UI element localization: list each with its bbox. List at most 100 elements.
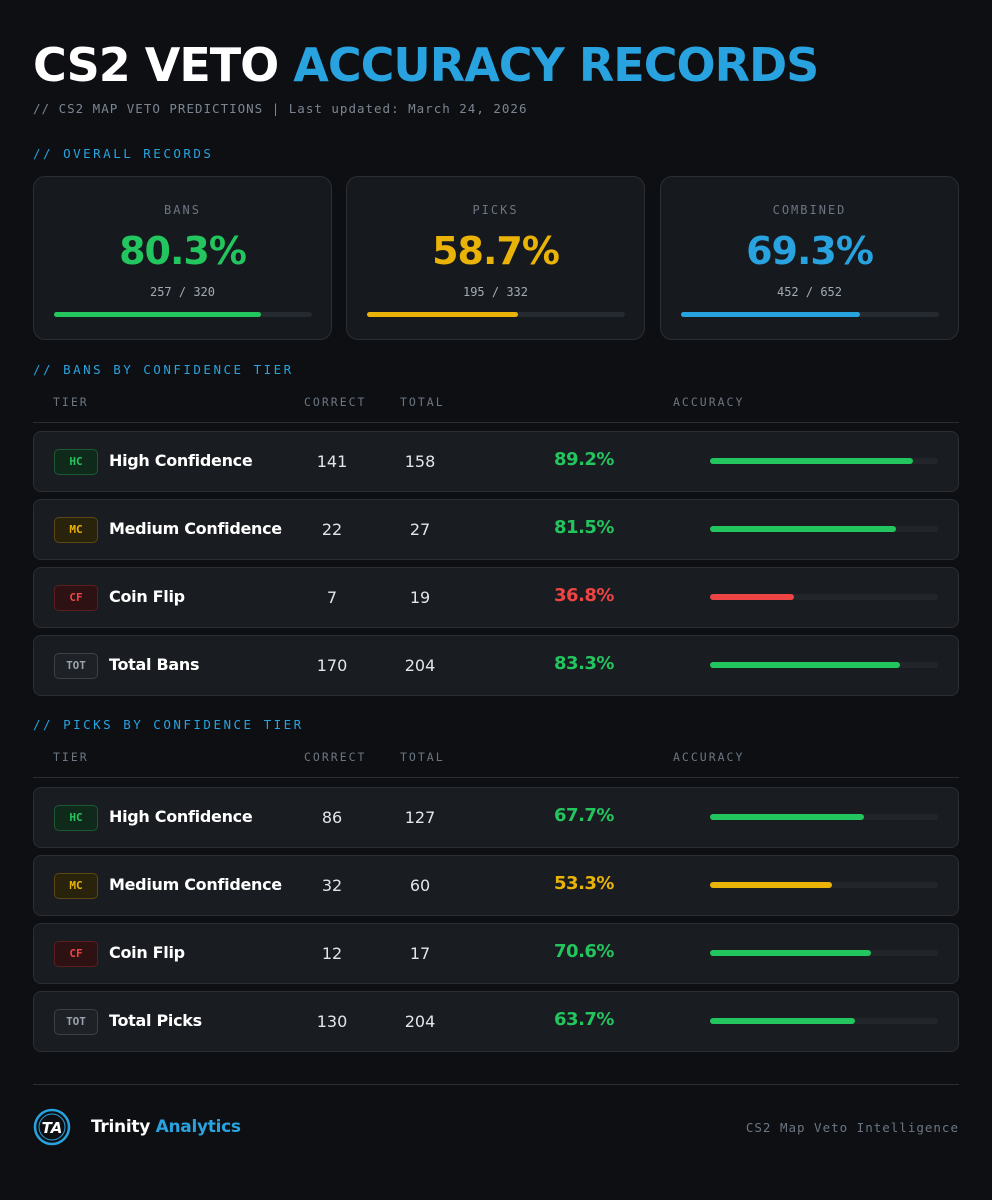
tier-name: Coin Flip: [109, 587, 185, 606]
table-row: HC High Confidence 141 158 89.2%: [33, 431, 959, 492]
correct-count: 130: [316, 1012, 348, 1031]
card-fraction: 195 / 332: [462, 285, 529, 299]
card-picks: PICKS 58.7% 195 / 332: [346, 176, 645, 340]
title-blue: ACCURACY RECORDS: [293, 38, 819, 92]
total-count: 127: [404, 808, 436, 827]
total-count: 204: [404, 1012, 436, 1031]
correct-count: 12: [321, 944, 343, 963]
total-count: 204: [404, 656, 436, 675]
accuracy-bar-fill: [710, 950, 871, 956]
header-total: TOTAL: [400, 395, 445, 409]
table-row: CF Coin Flip 7 19 36.8%: [33, 567, 959, 628]
page-title: CS2 VETO ACCURACY RECORDS: [33, 38, 819, 92]
logo-text: TA: [42, 1119, 63, 1137]
footer-tagline: CS2 Map Veto Intelligence: [745, 1120, 959, 1135]
accuracy-bar-fill: [710, 594, 794, 600]
brand-name-blue: Analytics: [155, 1117, 241, 1137]
tier-name: High Confidence: [109, 807, 253, 826]
correct-count: 22: [321, 520, 343, 539]
tier-name: Coin Flip: [109, 943, 185, 962]
card-percentage: 58.7%: [432, 229, 560, 273]
card-percentage: 69.3%: [746, 229, 874, 273]
card-label: BANS: [164, 203, 201, 217]
card-bans: BANS 80.3% 257 / 320: [33, 176, 332, 340]
tier-badge: CF: [54, 585, 98, 611]
accuracy-bar-track: [710, 950, 938, 956]
trinity-analytics-logo-icon: TA: [33, 1108, 71, 1146]
page-subtitle: // CS2 MAP VETO PREDICTIONS | Last updat…: [33, 101, 528, 116]
table-row: TOT Total Picks 130 204 63.7%: [33, 991, 959, 1052]
card-percentage: 80.3%: [119, 229, 247, 273]
accuracy-value: 81.5%: [554, 517, 614, 538]
tier-name: High Confidence: [109, 451, 253, 470]
brand-name-white: Trinity: [91, 1117, 150, 1137]
header-correct: CORRECT: [304, 750, 367, 764]
card-progress-fill: [367, 312, 519, 317]
total-count: 19: [409, 588, 431, 607]
correct-count: 7: [326, 588, 338, 607]
accuracy-bar-fill: [710, 662, 900, 668]
accuracy-bar-track: [710, 458, 938, 464]
card-progress-fill: [54, 312, 262, 317]
accuracy-value: 83.3%: [554, 653, 614, 674]
table-row: CF Coin Flip 12 17 70.6%: [33, 923, 959, 984]
accuracy-bar-fill: [710, 814, 865, 820]
card-progress-track: [681, 312, 939, 317]
tier-badge: TOT: [54, 653, 98, 679]
total-count: 17: [409, 944, 431, 963]
picks-table-header: TIER CORRECT TOTAL ACCURACY: [33, 750, 959, 778]
tier-badge: HC: [54, 805, 98, 831]
table-row: MC Medium Confidence 22 27 81.5%: [33, 499, 959, 560]
correct-count: 170: [316, 656, 348, 675]
card-progress-track: [367, 312, 625, 317]
tier-name: Medium Confidence: [109, 875, 282, 894]
accuracy-bar-fill: [710, 458, 914, 464]
total-count: 27: [409, 520, 431, 539]
title-white: CS2 VETO: [33, 38, 279, 92]
tier-name: Total Bans: [109, 655, 200, 674]
accuracy-bar-track: [710, 662, 938, 668]
table-row: MC Medium Confidence 32 60 53.3%: [33, 855, 959, 916]
accuracy-value: 53.3%: [554, 873, 614, 894]
tier-name: Medium Confidence: [109, 519, 282, 538]
total-count: 158: [404, 452, 436, 471]
footer-divider: [33, 1084, 959, 1085]
card-fraction: 452 / 652: [776, 285, 843, 299]
accuracy-value: 67.7%: [554, 805, 614, 826]
correct-count: 32: [321, 876, 343, 895]
accuracy-value: 36.8%: [554, 585, 614, 606]
accuracy-bar-track: [710, 526, 938, 532]
card-label: COMBINED: [772, 203, 847, 217]
card-progress-fill: [681, 312, 860, 317]
overall-cards: BANS 80.3% 257 / 320 PICKS 58.7% 195 / 3…: [33, 176, 959, 340]
tier-badge: HC: [54, 449, 98, 475]
correct-count: 141: [316, 452, 348, 471]
header-correct: CORRECT: [304, 395, 367, 409]
accuracy-bar-track: [710, 1018, 938, 1024]
accuracy-value: 70.6%: [554, 941, 614, 962]
section-picks-title: // PICKS BY CONFIDENCE TIER: [33, 717, 304, 732]
tier-badge: CF: [54, 941, 98, 967]
accuracy-bar-fill: [710, 526, 896, 532]
header-accuracy: ACCURACY: [673, 395, 745, 409]
header-tier: TIER: [53, 395, 89, 409]
header-tier: TIER: [53, 750, 89, 764]
table-row: HC High Confidence 86 127 67.7%: [33, 787, 959, 848]
section-bans-title: // BANS BY CONFIDENCE TIER: [33, 362, 294, 377]
brand-name: Trinity Analytics: [91, 1117, 241, 1137]
card-fraction: 257 / 320: [149, 285, 216, 299]
card-progress-track: [54, 312, 312, 317]
tier-badge: MC: [54, 873, 98, 899]
accuracy-value: 89.2%: [554, 449, 614, 470]
accuracy-bar-fill: [710, 1018, 856, 1024]
tier-badge: MC: [54, 517, 98, 543]
section-overall-title: // OVERALL RECORDS: [33, 146, 214, 161]
tier-name: Total Picks: [109, 1011, 202, 1030]
accuracy-bar-track: [710, 814, 938, 820]
accuracy-bar-fill: [710, 882, 832, 888]
accuracy-bar-track: [710, 882, 938, 888]
card-combined: COMBINED 69.3% 452 / 652: [660, 176, 959, 340]
card-label: PICKS: [472, 203, 519, 217]
accuracy-bar-track: [710, 594, 938, 600]
total-count: 60: [409, 876, 431, 895]
